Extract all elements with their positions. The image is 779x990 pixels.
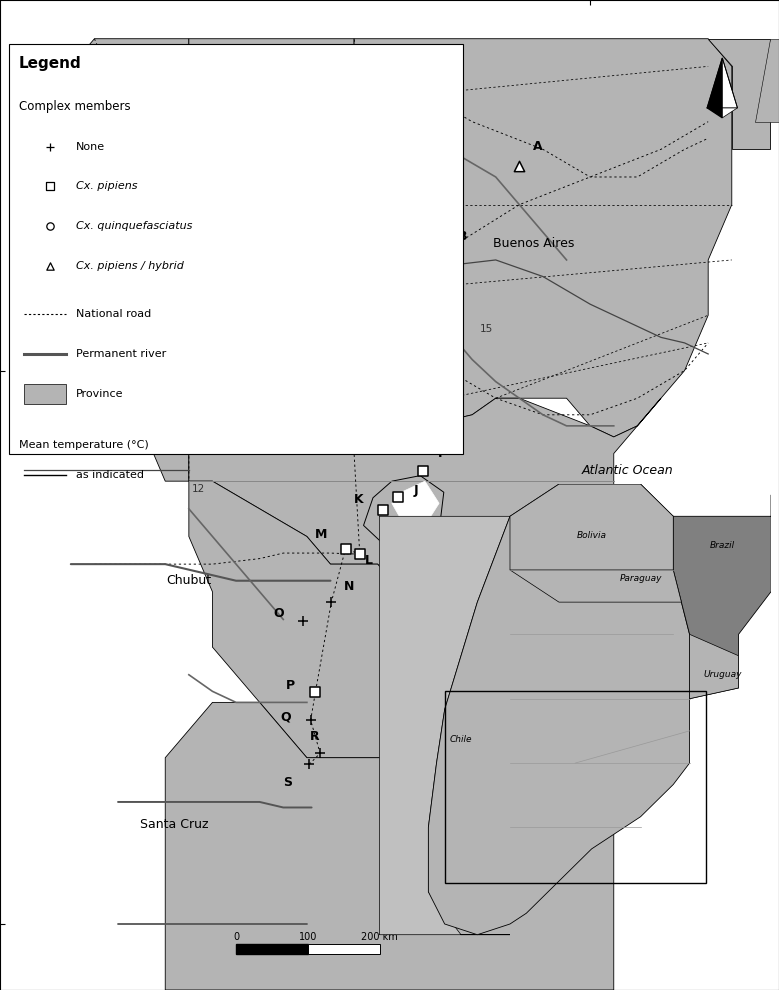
Text: Santa Cruz: Santa Cruz bbox=[140, 818, 209, 831]
Point bbox=[325, 594, 337, 610]
Text: Legend: Legend bbox=[19, 56, 82, 71]
Text: Cx. pipiens / hybrid: Cx. pipiens / hybrid bbox=[76, 261, 183, 271]
Polygon shape bbox=[308, 944, 379, 954]
Point bbox=[297, 613, 309, 629]
Text: Province: Province bbox=[76, 389, 123, 399]
Text: H: H bbox=[323, 411, 333, 424]
Bar bbox=[23, 384, 66, 404]
Point bbox=[346, 372, 358, 388]
Text: Uruguay: Uruguay bbox=[703, 670, 742, 679]
Polygon shape bbox=[756, 39, 779, 122]
Text: R: R bbox=[309, 731, 319, 743]
Text: La Pampa: La Pampa bbox=[252, 187, 314, 200]
Point bbox=[326, 303, 339, 319]
Text: Cx. pipiens: Cx. pipiens bbox=[76, 181, 137, 191]
Point bbox=[391, 489, 404, 505]
Point bbox=[438, 244, 450, 259]
Point bbox=[303, 756, 315, 772]
Polygon shape bbox=[354, 39, 731, 437]
Text: G: G bbox=[365, 362, 375, 375]
Polygon shape bbox=[379, 517, 510, 935]
Text: as indicated: as indicated bbox=[76, 469, 143, 479]
Text: Permanent river: Permanent river bbox=[76, 348, 166, 359]
Point bbox=[309, 684, 322, 700]
Polygon shape bbox=[428, 517, 689, 935]
Point bbox=[346, 336, 358, 351]
Text: Cx. quinquefasciatus: Cx. quinquefasciatus bbox=[76, 221, 192, 232]
Text: Brazil: Brazil bbox=[710, 542, 735, 550]
Point bbox=[346, 410, 358, 426]
Polygon shape bbox=[165, 592, 614, 990]
Text: O: O bbox=[273, 608, 284, 621]
Polygon shape bbox=[722, 58, 738, 118]
Text: N: N bbox=[344, 580, 354, 593]
Text: Atlantic Ocean: Atlantic Ocean bbox=[582, 463, 674, 476]
Text: Colorado River: Colorado River bbox=[259, 310, 336, 327]
Text: Bolivia: Bolivia bbox=[576, 531, 607, 540]
Polygon shape bbox=[71, 39, 330, 481]
Text: P: P bbox=[286, 679, 295, 692]
Text: Chubut: Chubut bbox=[166, 574, 211, 587]
Text: B: B bbox=[458, 230, 467, 243]
Text: C: C bbox=[363, 314, 372, 328]
Text: Río Negro: Río Negro bbox=[158, 420, 220, 433]
Polygon shape bbox=[689, 635, 738, 699]
Text: Buenos Aires: Buenos Aires bbox=[493, 237, 574, 249]
Polygon shape bbox=[510, 484, 673, 570]
Polygon shape bbox=[189, 481, 614, 757]
Text: 100: 100 bbox=[298, 932, 317, 941]
Point bbox=[44, 139, 56, 154]
Point bbox=[44, 258, 56, 274]
Point bbox=[305, 712, 317, 728]
Point bbox=[348, 303, 361, 319]
Text: D: D bbox=[305, 292, 315, 305]
Point bbox=[340, 541, 352, 556]
Text: 15: 15 bbox=[404, 276, 418, 286]
Point bbox=[44, 178, 56, 194]
Text: None: None bbox=[76, 142, 104, 151]
Text: Paraguay: Paraguay bbox=[619, 573, 662, 583]
Text: Complex members: Complex members bbox=[19, 100, 131, 113]
Polygon shape bbox=[392, 481, 439, 526]
Text: Chile: Chile bbox=[449, 735, 472, 743]
Polygon shape bbox=[510, 570, 682, 602]
Polygon shape bbox=[236, 944, 308, 954]
Text: S: S bbox=[284, 775, 292, 789]
Text: K: K bbox=[354, 493, 364, 507]
Text: 0: 0 bbox=[233, 932, 239, 941]
Text: L: L bbox=[365, 554, 373, 567]
Point bbox=[44, 218, 56, 234]
Bar bbox=[445, 691, 706, 883]
Text: M: M bbox=[315, 529, 327, 542]
Text: F: F bbox=[365, 326, 374, 339]
Point bbox=[354, 546, 366, 562]
Polygon shape bbox=[189, 39, 425, 315]
Text: 200 km: 200 km bbox=[361, 932, 398, 941]
Text: 12: 12 bbox=[192, 484, 205, 494]
Text: 15: 15 bbox=[215, 278, 228, 288]
Point bbox=[253, 293, 266, 309]
Text: J: J bbox=[413, 483, 418, 497]
Point bbox=[416, 463, 428, 479]
Text: Mean temperature (°C): Mean temperature (°C) bbox=[19, 441, 149, 450]
Polygon shape bbox=[708, 39, 770, 149]
Text: I: I bbox=[439, 447, 442, 460]
Polygon shape bbox=[510, 484, 771, 699]
Polygon shape bbox=[189, 315, 661, 620]
Text: E: E bbox=[233, 279, 241, 292]
FancyBboxPatch shape bbox=[9, 45, 463, 453]
Point bbox=[513, 158, 526, 174]
Text: A: A bbox=[534, 140, 543, 153]
Polygon shape bbox=[364, 475, 444, 547]
Text: National road: National road bbox=[76, 309, 151, 319]
Text: 15: 15 bbox=[480, 324, 493, 334]
Text: Q: Q bbox=[280, 711, 291, 724]
Point bbox=[314, 745, 326, 761]
Point bbox=[377, 502, 390, 518]
Polygon shape bbox=[707, 58, 722, 118]
